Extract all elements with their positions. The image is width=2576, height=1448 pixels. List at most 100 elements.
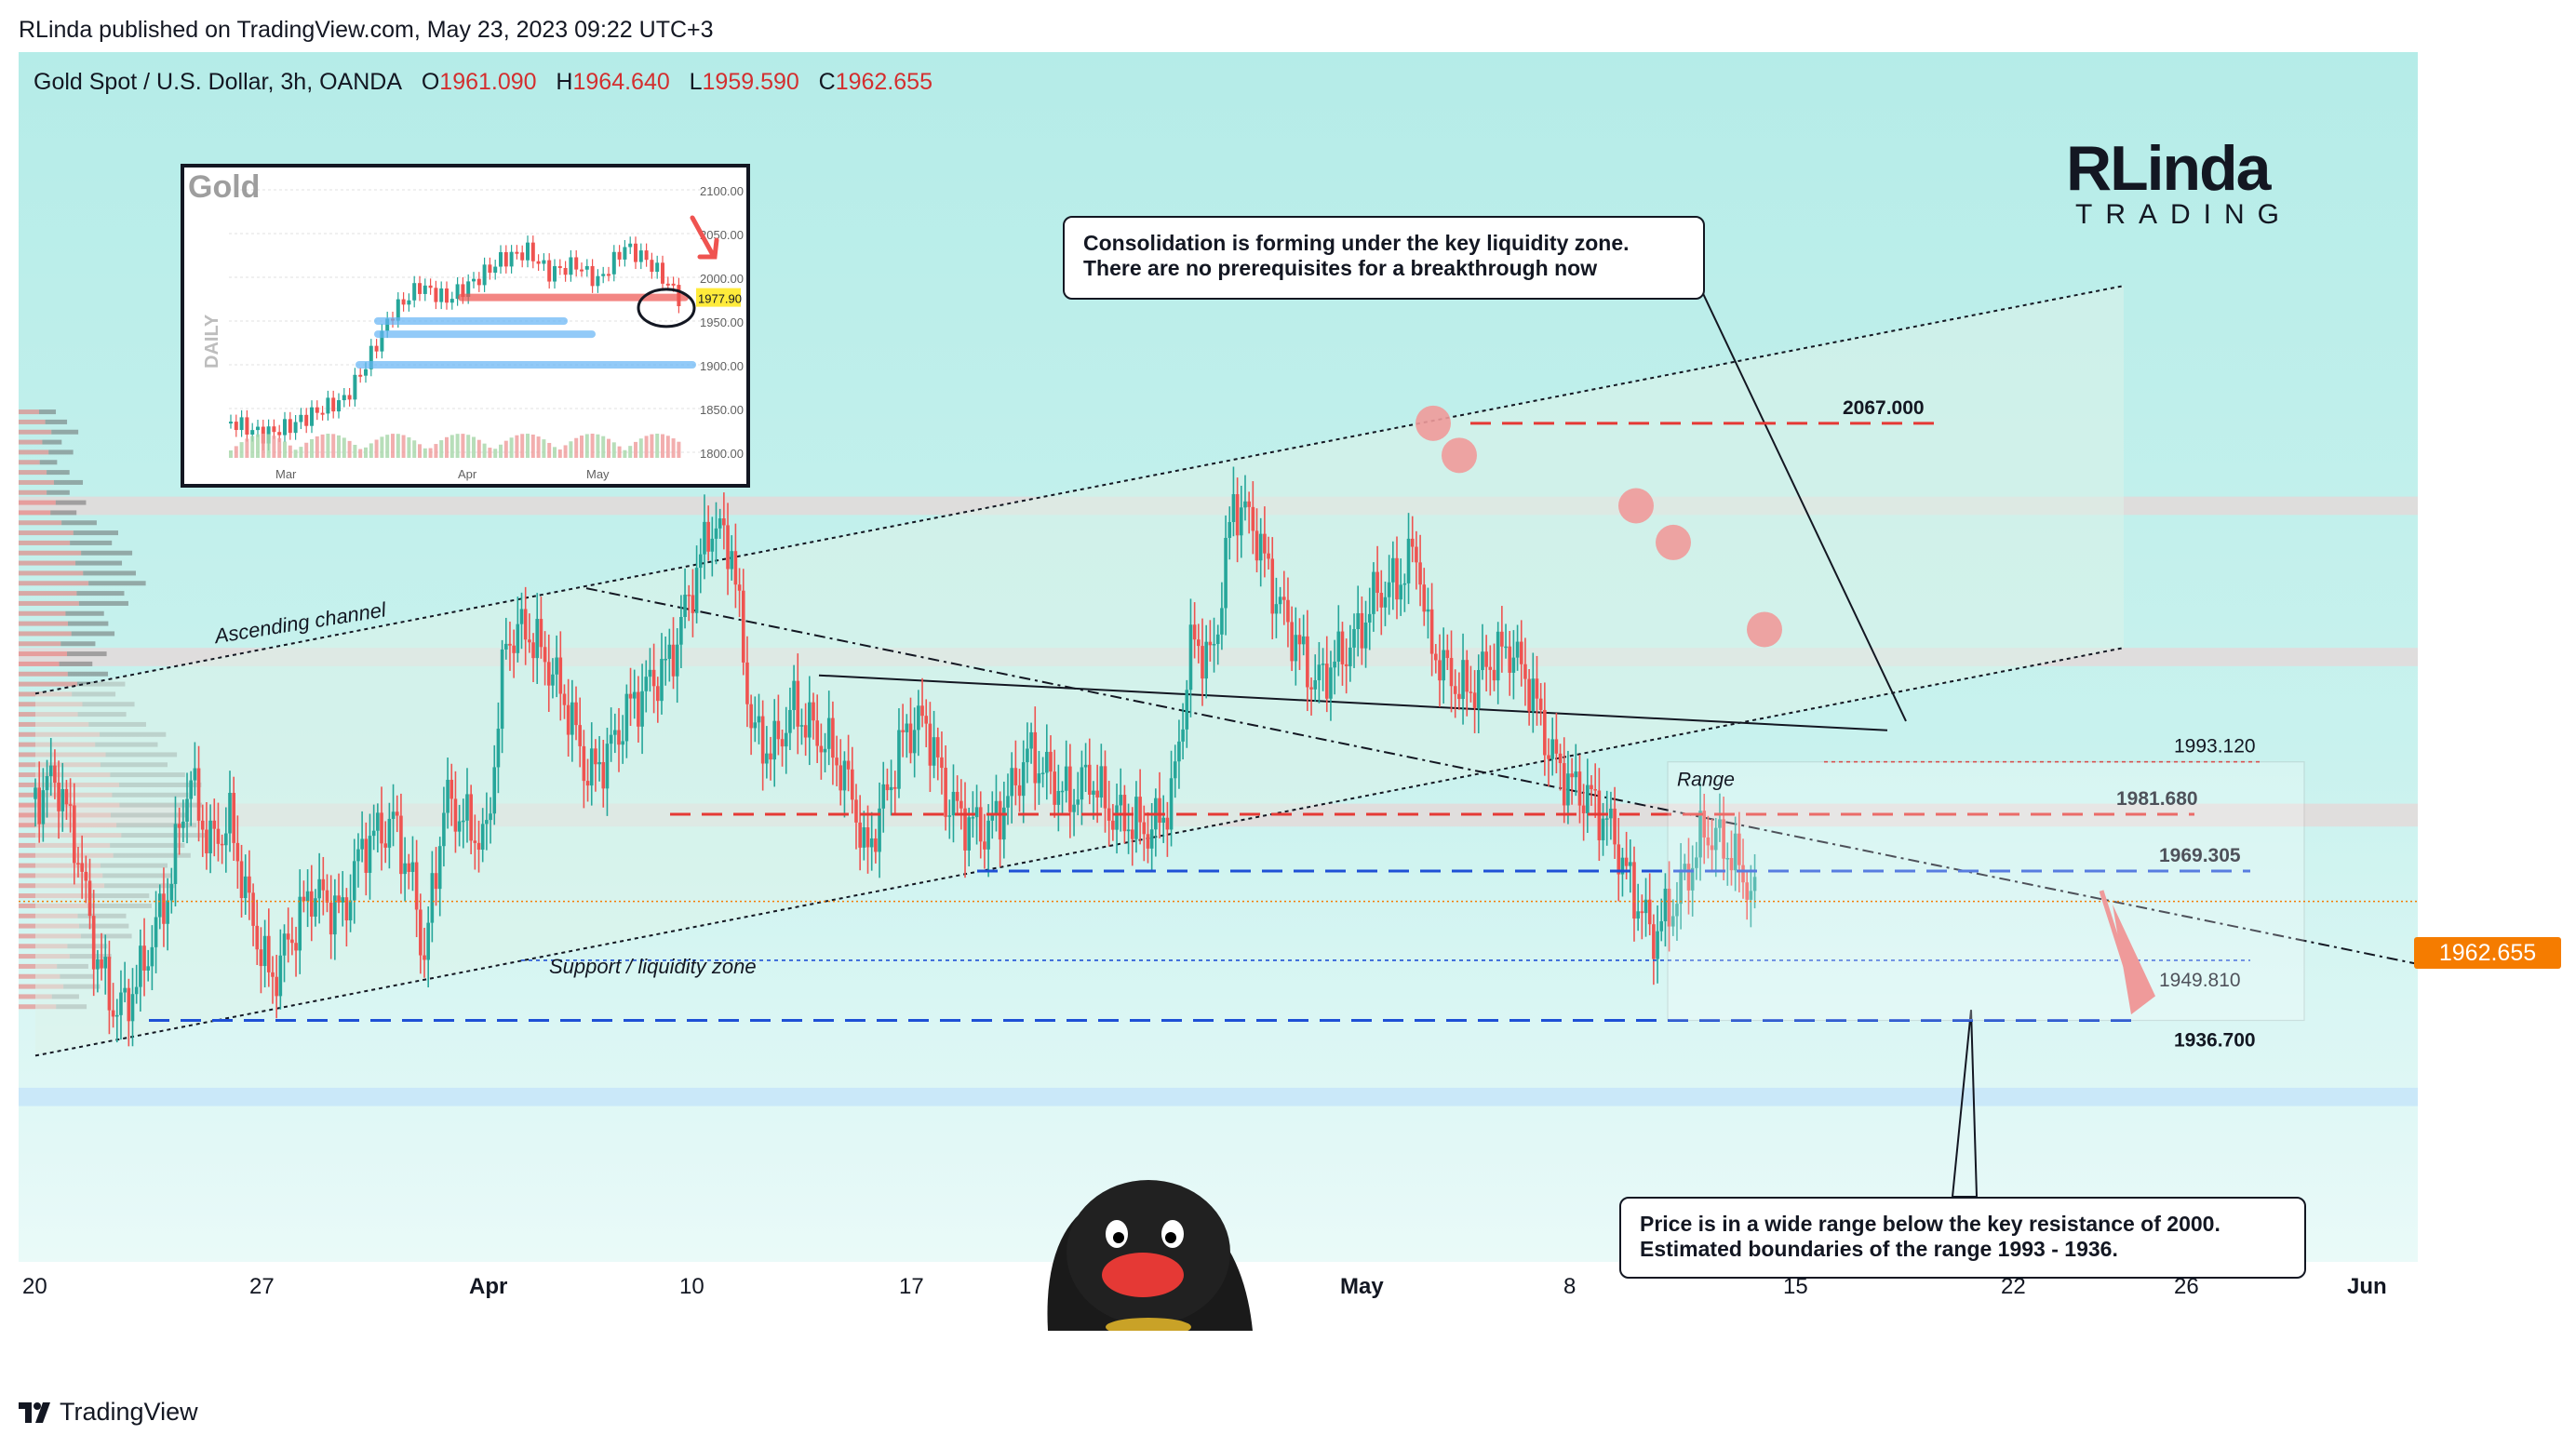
inset-candle-body [493, 266, 498, 274]
inset-xtick: May [586, 467, 610, 481]
inset-volume-bar [310, 438, 314, 458]
inset-candle-body [580, 269, 584, 272]
range-box [1667, 761, 2305, 1022]
inset-candle-body [569, 257, 573, 275]
candle-body [679, 617, 683, 645]
volume-bar-buy [65, 610, 104, 616]
candle-body [858, 822, 862, 848]
candle-body [1644, 899, 1648, 914]
candle-body [1243, 501, 1247, 508]
candle-body [917, 705, 920, 731]
candle-body [1002, 807, 1006, 840]
candle-body [166, 900, 169, 924]
candle-body [103, 957, 108, 969]
candle-body [667, 644, 672, 659]
candle-body [1188, 624, 1193, 690]
inset-candle-body [326, 397, 330, 414]
candle-body [1558, 753, 1563, 764]
last-price-tag: 1962.655 [2414, 937, 2561, 969]
inset-candle-body [347, 395, 352, 400]
candle-body [551, 674, 555, 686]
inset-volume-bar [547, 442, 552, 458]
candle-body [84, 871, 88, 881]
candle-body [1286, 599, 1290, 623]
inset-candle-body [617, 251, 622, 260]
candle-body [414, 862, 419, 910]
inset-volume-bar [520, 434, 525, 458]
candle-body [73, 805, 76, 864]
candle-body [235, 842, 240, 862]
candle-body [1395, 557, 1399, 600]
candle-body [819, 745, 824, 753]
candle-body [1092, 790, 1095, 795]
candle-body [718, 518, 722, 529]
inset-candle-body [374, 345, 379, 352]
candle-body [154, 917, 158, 947]
candle-body [1142, 822, 1147, 835]
candle-body [726, 525, 730, 570]
inset-candle-body [472, 278, 476, 282]
inset-candle-body [596, 275, 600, 287]
candle-body [1679, 869, 1683, 905]
inset-xtick: Apr [458, 467, 477, 481]
candle-body [1072, 804, 1076, 812]
volume-bar-sell [19, 470, 47, 476]
candle-body [772, 720, 776, 760]
candle-body [1538, 698, 1543, 710]
inset-candle-body [320, 412, 325, 415]
inset-ytick: 2100.00 [700, 184, 744, 198]
candle-body [1201, 646, 1204, 679]
inset-volume-bar [245, 438, 249, 458]
candle-body [1523, 664, 1527, 679]
candle-body [683, 595, 687, 618]
volume-bar-buy [71, 631, 115, 637]
candle-body [757, 716, 761, 723]
candle-body [410, 862, 415, 872]
candle-body [1647, 899, 1652, 925]
volume-bar-buy [55, 500, 87, 505]
inset-candle-body [461, 284, 465, 298]
volume-bar-buy [67, 651, 107, 657]
inset-candle-body [563, 267, 568, 275]
candle-body [974, 807, 979, 818]
inset-candle-body [503, 251, 508, 267]
candle-body [91, 916, 96, 970]
inset-volume-bar [396, 434, 400, 458]
candle-body [671, 644, 676, 677]
inset-volume-bar [272, 436, 276, 458]
candle-body [1173, 761, 1177, 779]
inset-volume-bar [266, 434, 271, 458]
inset-candle-body [277, 432, 282, 436]
candle-body [1313, 679, 1318, 690]
level-label: 1949.810 [2159, 970, 2241, 991]
candle-body [267, 935, 271, 972]
candle-body [1488, 666, 1493, 670]
candle-body [1410, 538, 1415, 547]
inset-candle-body [369, 345, 373, 369]
inset-volume-bar [407, 436, 411, 458]
candle-body [196, 768, 201, 821]
candle-body [1613, 808, 1617, 845]
symbol-legend: Gold Spot / U.S. Dollar, 3h, OANDA O1961… [34, 69, 932, 96]
candle-body [803, 725, 808, 738]
candle-body [1656, 931, 1659, 959]
inset-volume-bar [461, 434, 465, 458]
inset-volume-bar [449, 435, 454, 458]
candle-body [812, 702, 815, 721]
volume-bar-buy [61, 520, 97, 526]
tradingview-brand[interactable]: TradingView [19, 1398, 198, 1427]
candle-body [399, 815, 403, 875]
candle-body [251, 892, 255, 926]
inset-candle-body [434, 288, 438, 302]
candle-body [706, 521, 710, 552]
inset-candle-body [590, 265, 595, 287]
candle-body [333, 895, 337, 935]
inset-candle-body [661, 262, 664, 284]
candle-body [1690, 867, 1695, 891]
time-tick: 17 [899, 1274, 924, 1299]
candle-body [1119, 795, 1123, 806]
inset-volume-bar [428, 448, 433, 458]
candle-body [1620, 857, 1625, 875]
candle-body [57, 783, 60, 811]
candle-body [1476, 670, 1481, 708]
